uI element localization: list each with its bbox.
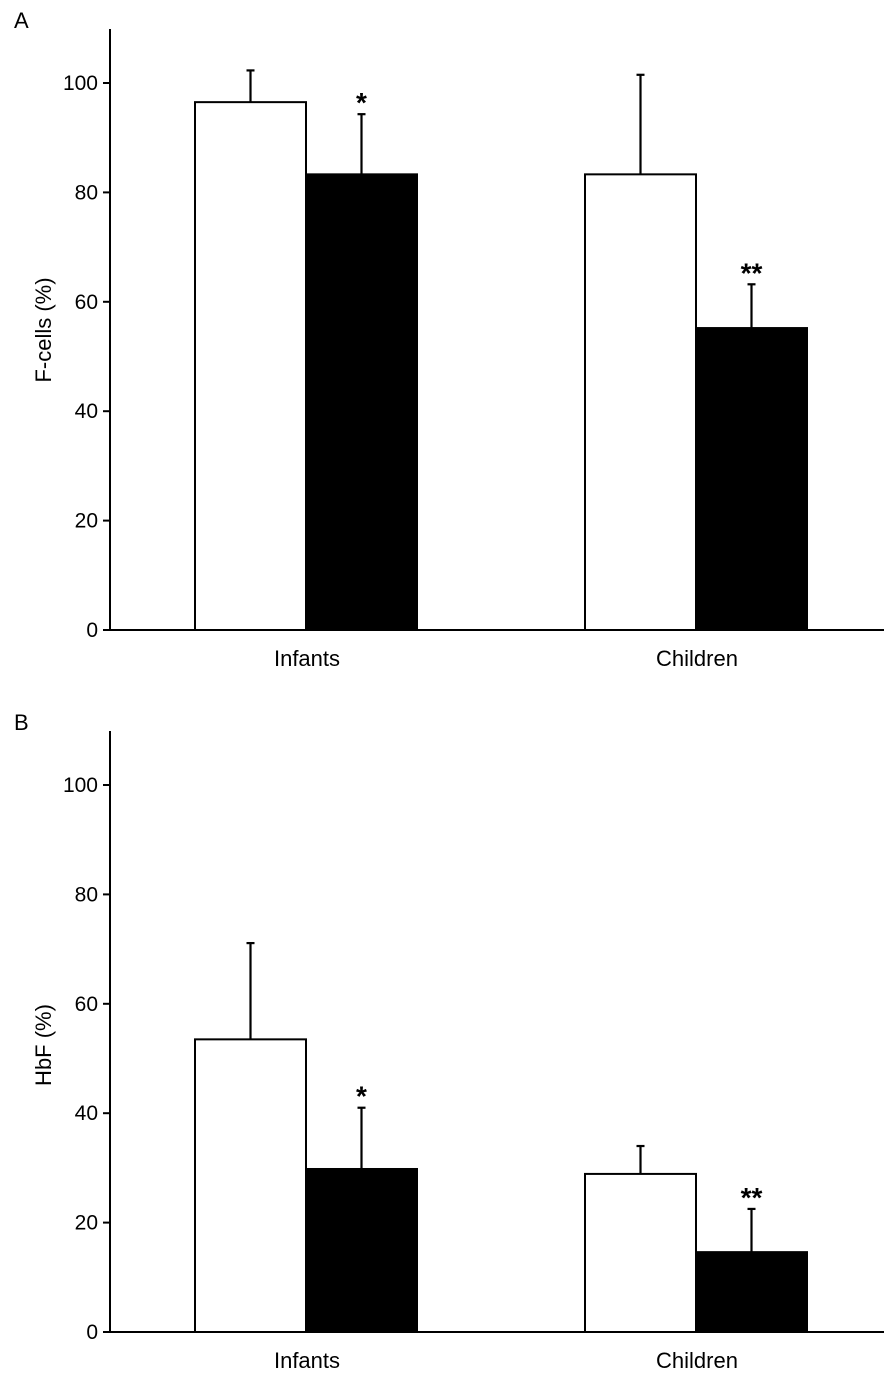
panel-a-significance-marker: * (356, 87, 367, 118)
panel-a-category-label: Children (656, 646, 738, 671)
panel-b-y-tick-label: 40 (75, 1102, 98, 1125)
panel-b-bar (194, 1038, 307, 1333)
panel-b-y-tick-label: 80 (75, 883, 98, 906)
panel-a-label: A (14, 8, 29, 33)
panel-b-significance-marker: * (356, 1081, 367, 1112)
panel-a-bar (695, 327, 808, 631)
panel-b-significance-marker: ** (741, 1182, 763, 1213)
panel-b-y-tick-label: 20 (75, 1212, 98, 1235)
panel-a-y-axis-title: F-cells (%) (31, 277, 56, 382)
panel-b-y-tick-label: 100 (63, 774, 98, 797)
panel-b-category-label: Children (656, 1348, 738, 1373)
panel-a-y-tick-label: 60 (75, 291, 98, 314)
panel-a-y-tick-label: 40 (75, 400, 98, 423)
panel-a-y-tick-label: 0 (86, 619, 98, 642)
panel-b-bar (305, 1167, 418, 1334)
panel-a-y-tick-label: 100 (63, 72, 98, 95)
panel-b-bar (584, 1172, 697, 1333)
panel-a-category-label: Infants (274, 646, 340, 671)
panel-b-category-label: Infants (274, 1348, 340, 1373)
panel-a-significance-marker: ** (741, 257, 763, 288)
panel-b-y-axis-title: HbF (%) (31, 1004, 56, 1086)
panel-a-bar (584, 173, 697, 631)
panel-b-bar (695, 1251, 808, 1333)
panel-b-y-tick-label: 60 (75, 993, 98, 1016)
panel-b-y-tick-label: 0 (86, 1321, 98, 1344)
panel-a-bar (305, 173, 418, 631)
panel-a-bar (194, 101, 307, 631)
panel-b-label: B (14, 710, 29, 735)
panel-a-y-tick-label: 20 (75, 510, 98, 533)
panel-a-y-tick-label: 80 (75, 181, 98, 204)
